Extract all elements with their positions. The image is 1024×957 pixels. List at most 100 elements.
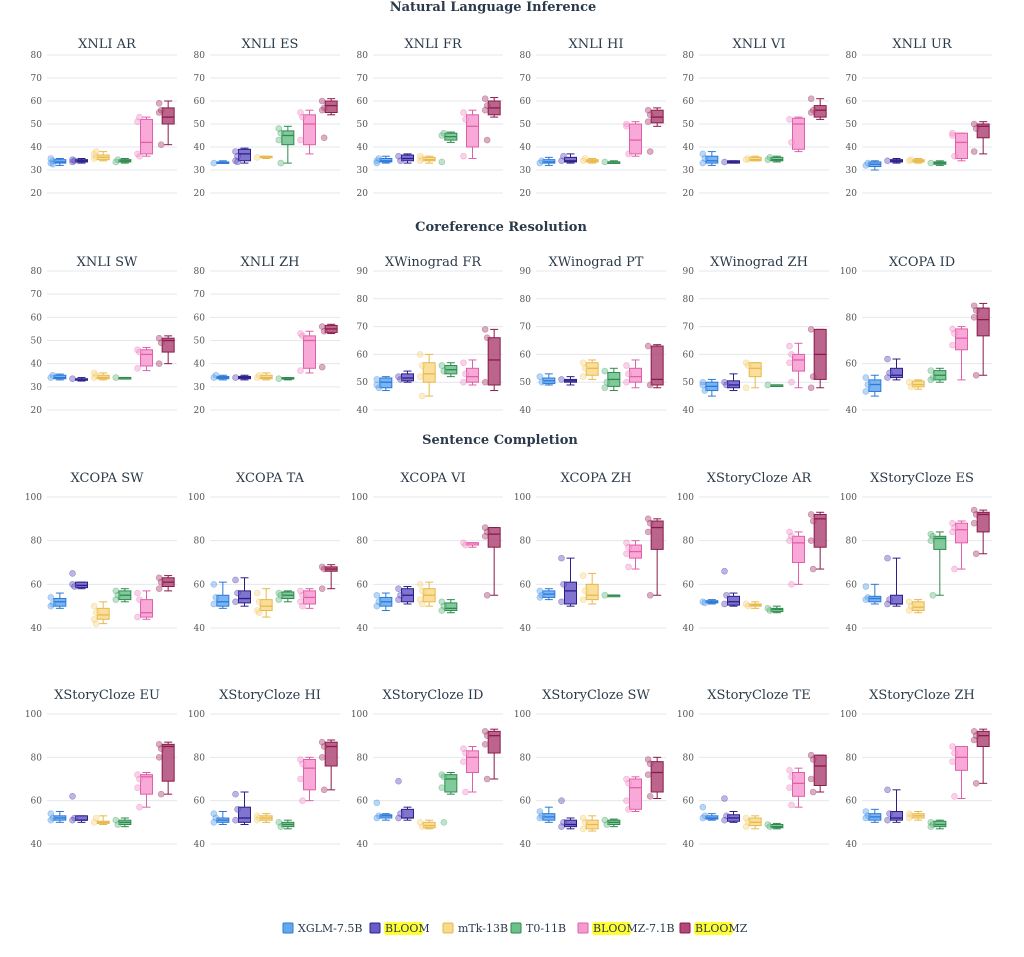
data-point [92,814,100,822]
data-point [699,598,707,606]
data-point [742,156,750,163]
box-series [134,113,153,160]
data-point [136,596,143,603]
data-point [579,373,587,380]
data-point [253,374,261,381]
data-point [373,381,381,389]
data-point [603,378,611,386]
data-point [460,539,467,547]
box-series [134,771,153,811]
data-point [234,152,241,160]
panel-title: XNLI ZH [241,255,300,270]
box-series [970,302,990,379]
data-point [71,583,78,590]
data-point [949,341,956,349]
data-point [603,821,611,828]
data-point [951,330,958,337]
y-tick-label: 80 [520,51,532,61]
y-tick-label: 80 [683,753,695,763]
legend-item[interactable]: BLOOMZ-7.1B [577,922,675,935]
y-tick-label: 40 [520,143,532,153]
y-tick-label: 100 [188,710,205,720]
panel: XStoryCloze ZH 40 60 80 100 [840,688,992,850]
box-iqr [813,105,827,118]
data-point [788,801,795,809]
y-tick-label: 40 [683,840,695,850]
data-point [210,581,218,588]
legend-item[interactable]: BLOOM [369,922,430,935]
y-tick-label: 70 [194,290,206,300]
data-point [275,375,283,383]
data-point [232,816,239,824]
box-series [438,129,458,166]
data-point [558,823,565,830]
box-series [927,530,947,599]
box-series [232,576,251,607]
data-point [90,155,98,162]
box-iqr [748,362,762,378]
data-point [320,565,328,573]
data-point [579,572,587,579]
data-point [155,574,163,582]
data-point [581,819,589,826]
legend-item[interactable]: mTk-13B [442,922,508,935]
box-iqr [422,362,436,383]
data-point [481,326,489,333]
y-tick-label: 30 [846,166,858,176]
data-point [721,816,728,824]
y-tick-label: 80 [357,753,369,763]
y-tick-label: 70 [194,74,206,84]
y-tick-label: 60 [194,313,206,323]
data-point [579,814,587,822]
box-iqr [727,380,740,389]
data-point [929,374,937,381]
data-point [721,567,728,575]
data-point [418,600,426,608]
data-point [927,537,935,544]
box-iqr [303,335,316,369]
box-series [90,814,110,826]
data-point [318,97,326,105]
data-point [112,596,120,603]
data-point [884,816,891,824]
data-point [579,596,587,603]
data-point [373,814,381,822]
panel-title: XStoryCloze TE [707,688,811,703]
data-point [481,95,489,102]
data-point [155,754,163,761]
box-series [318,97,338,142]
data-point [418,823,426,830]
box-series [47,371,67,381]
data-point [579,157,587,165]
data-point [277,159,285,167]
data-point [234,806,241,813]
data-point [699,381,707,389]
box-series [786,767,805,809]
panel-title: XStoryCloze EU [54,688,160,703]
data-point [90,150,98,158]
legend-item[interactable]: XGLM-7.5B [282,922,362,935]
data-point [395,777,402,785]
box-iqr [890,367,903,379]
y-tick-label: 30 [683,166,695,176]
box-series [949,743,968,800]
y-tick-label: 40 [31,143,43,153]
data-point [970,506,978,514]
data-point [438,771,446,778]
panel-title: XStoryCloze AR [707,471,813,486]
data-point [481,741,489,748]
data-point [69,156,76,163]
legend-item[interactable]: T0-11B [510,922,566,935]
data-point [862,808,870,815]
data-point [536,808,544,815]
box-series [318,563,338,593]
data-point [949,519,956,527]
data-point [970,314,978,321]
panel: XCOPA TA 40 60 80 100 [188,471,340,634]
data-point [951,152,958,160]
box-series [536,806,556,823]
data-point [375,812,383,820]
legend-item[interactable]: BLOOMZ [679,922,748,935]
section-title-nli: Natural Language Inference [390,0,597,15]
